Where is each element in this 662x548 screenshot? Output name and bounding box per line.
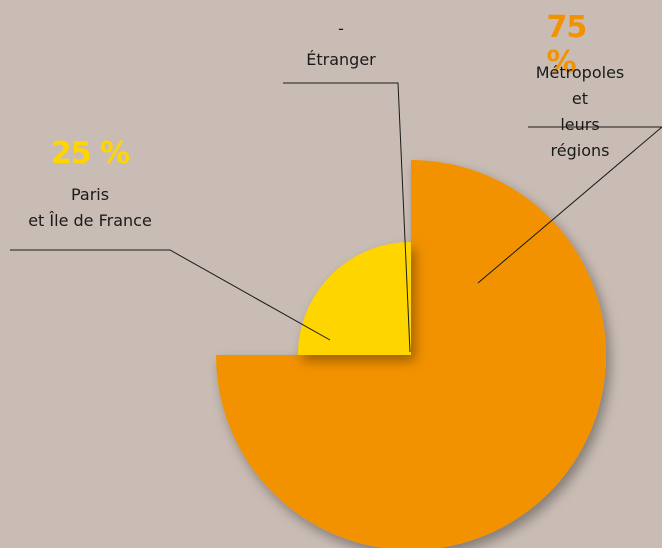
leader-line <box>283 82 411 353</box>
category-label: Paris et Île de France <box>28 185 152 230</box>
value-label: 75 % <box>546 10 588 80</box>
category-label: Métropoles et leurs régions <box>535 63 625 160</box>
value-label: 25 % <box>50 136 130 171</box>
pie-slice <box>298 242 411 355</box>
leader-line <box>477 126 662 284</box>
leader-line <box>10 249 331 341</box>
category-label: Étranger <box>306 50 376 69</box>
value-label: - <box>338 19 344 38</box>
leader-lines <box>10 82 662 353</box>
